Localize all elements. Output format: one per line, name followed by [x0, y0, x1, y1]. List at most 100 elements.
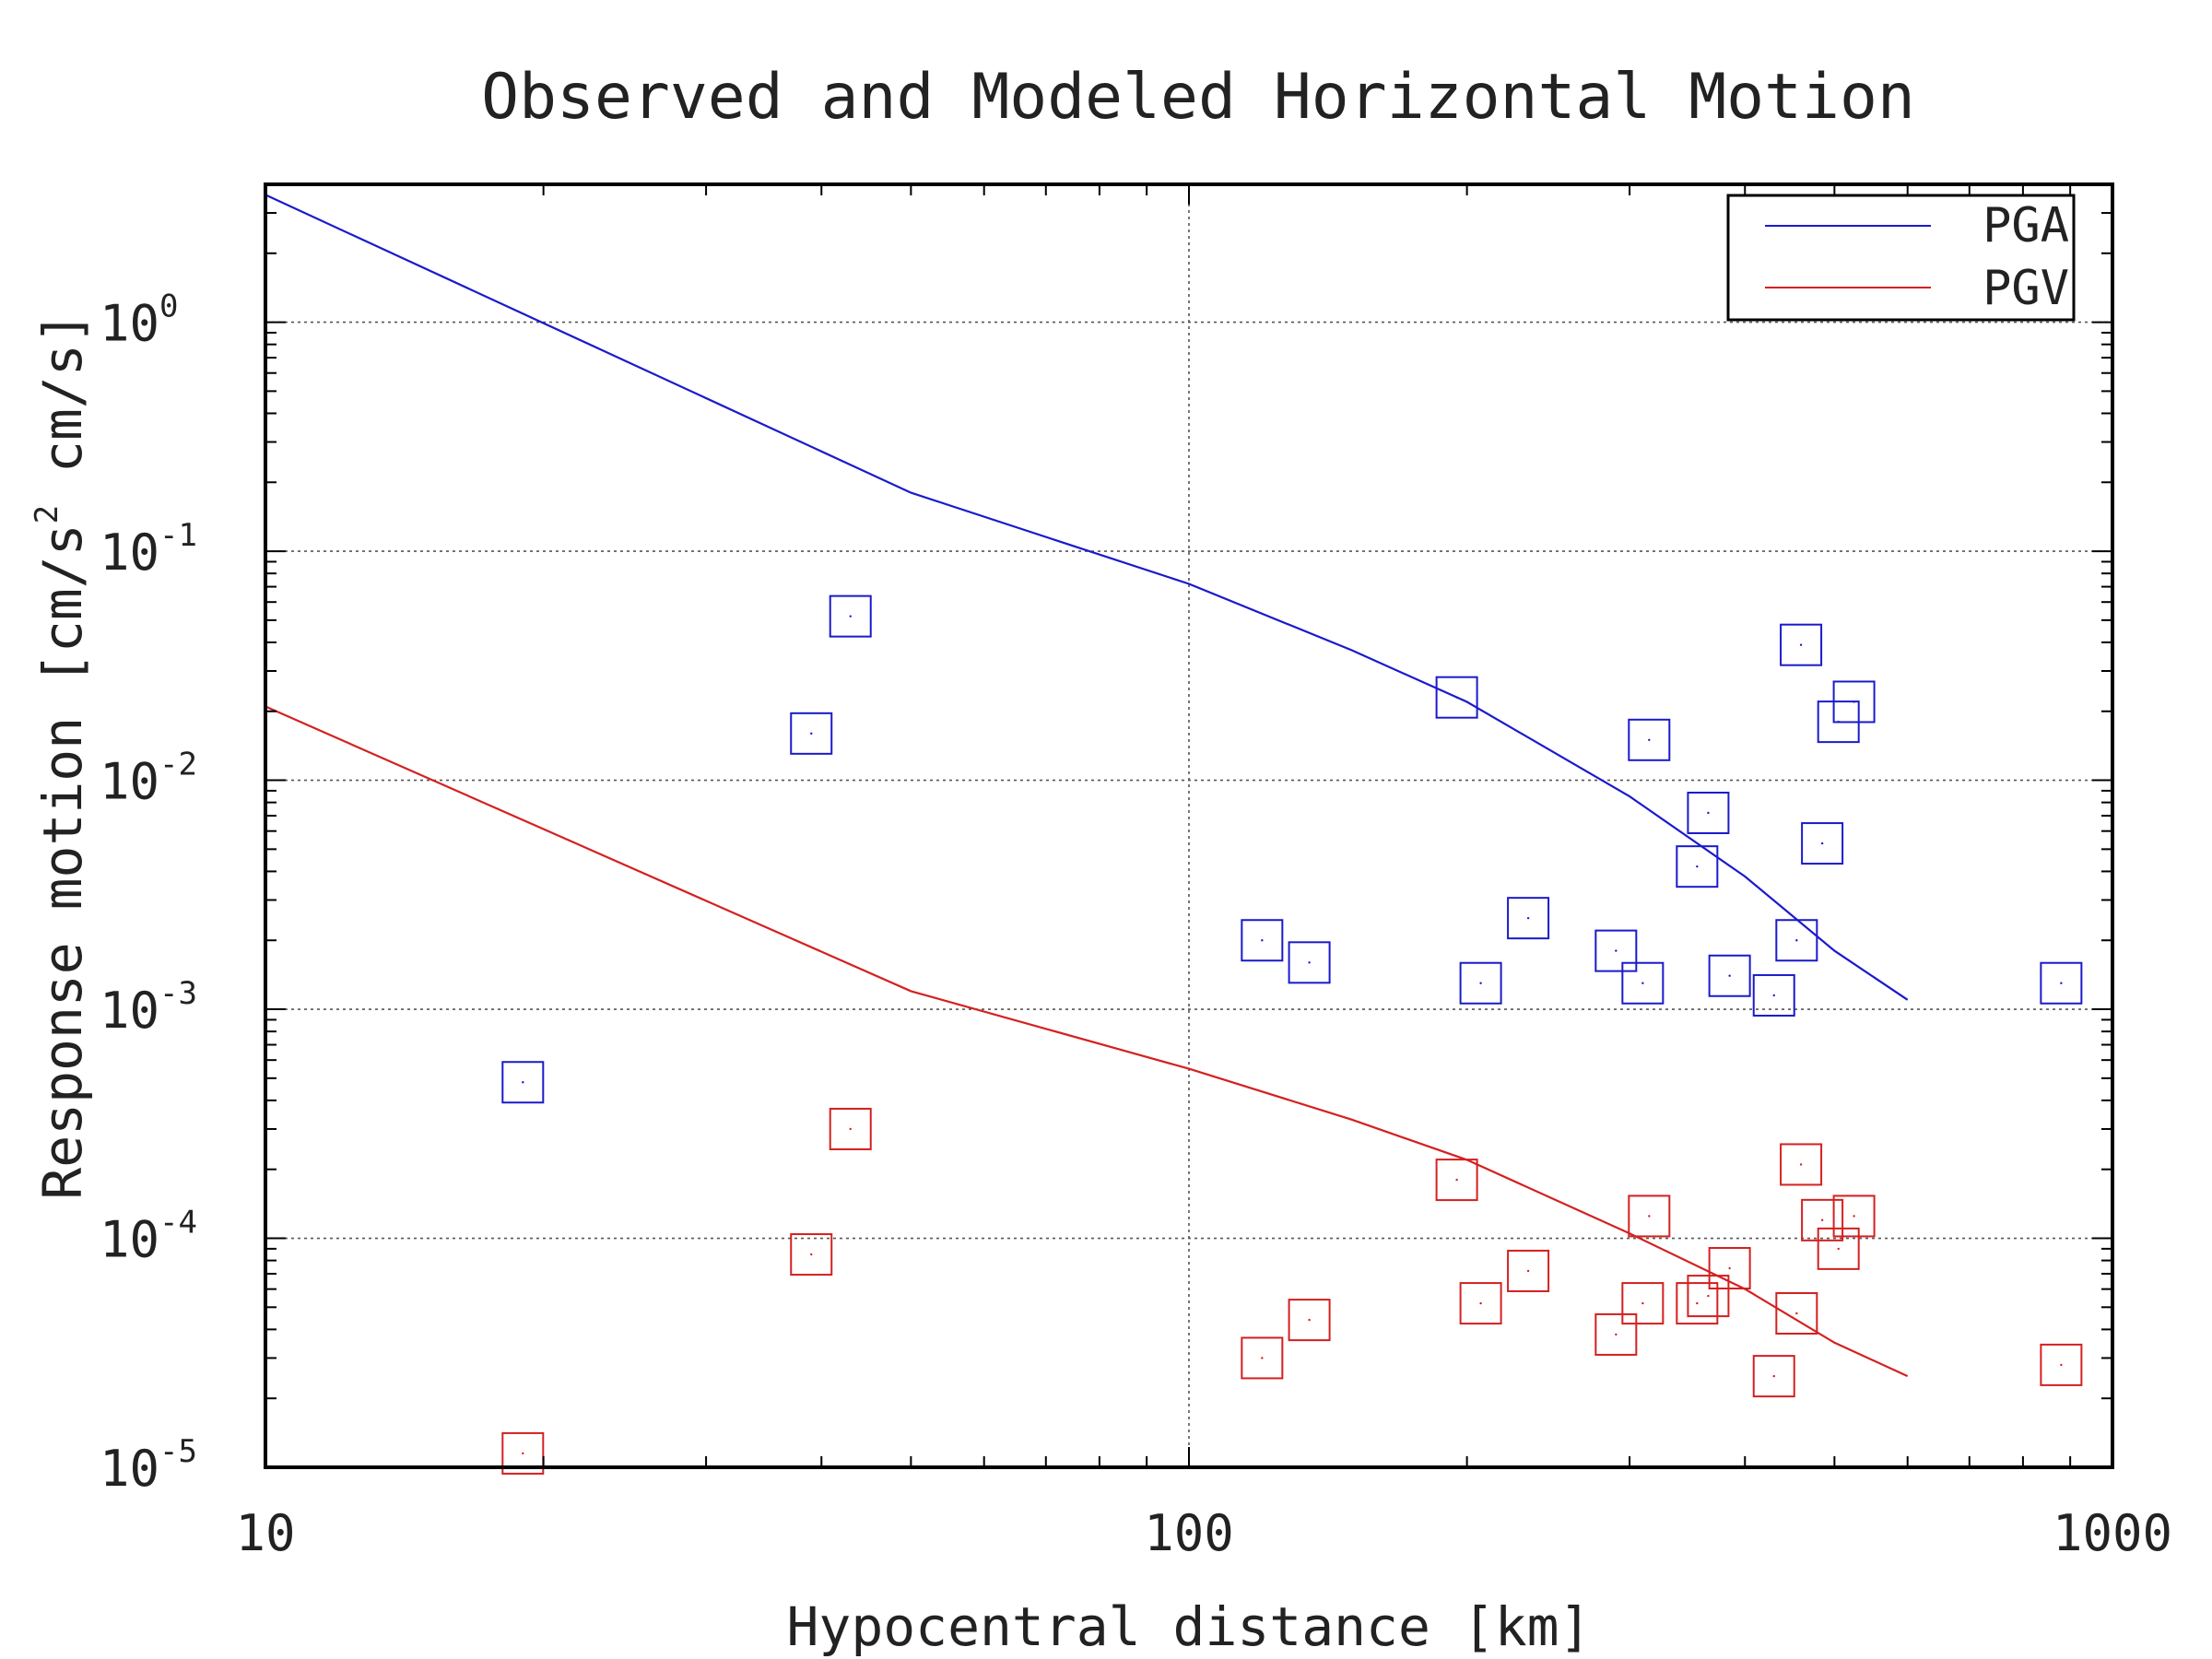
observed-point-center	[1455, 696, 1458, 699]
observed-point-center	[522, 1081, 524, 1084]
observed-point-center	[2060, 982, 2063, 984]
series-points	[501, 594, 2083, 1475]
legend-label-pgv: PGV	[1983, 261, 2069, 316]
x-tick-label: 1000	[2053, 1504, 2172, 1562]
y-tick-label-base: 10	[100, 524, 159, 582]
observed-point-center	[1853, 1215, 1855, 1218]
model-line-pgv	[265, 705, 1909, 1378]
observed-point-center	[1615, 1333, 1618, 1336]
observed-point-center	[1799, 643, 1803, 646]
observed-point-center	[1261, 939, 1264, 942]
y-tick-label-base: 10	[100, 1440, 159, 1498]
y-tick-label-base: 10	[100, 982, 159, 1040]
observed-point-pga	[790, 712, 833, 755]
observed-point-pga	[829, 594, 872, 638]
observed-point-pgv	[790, 1233, 833, 1277]
observed-point-pga	[1676, 845, 1719, 888]
observed-point-center	[849, 615, 852, 618]
observed-point-center	[1772, 1374, 1775, 1378]
observed-point-center	[1696, 865, 1699, 868]
observed-point-center	[1772, 994, 1775, 997]
observed-point-center	[1707, 811, 1710, 815]
y-tick-label-base: 10	[100, 295, 159, 353]
observed-point-pgv	[2040, 1343, 2083, 1386]
observed-point-center	[1648, 1215, 1651, 1218]
observed-point-center	[1696, 1301, 1699, 1305]
observed-point-pgv	[1801, 1198, 1844, 1241]
y-tick-label: 10-5	[100, 1433, 197, 1498]
observed-point-center	[522, 1452, 524, 1455]
observed-point-pga	[1775, 919, 1818, 962]
y-tick-label-exp: 0	[159, 288, 178, 325]
legend: PGA PGV	[1726, 194, 2076, 322]
observed-point-pgv	[1752, 1355, 1795, 1398]
y-tick-label-exp: -5	[159, 1433, 197, 1470]
observed-point-pga	[1708, 954, 1751, 997]
observed-point-pgv	[1687, 1275, 1730, 1318]
observed-point-center	[1820, 1218, 1824, 1222]
observed-point-pgv	[1628, 1194, 1671, 1238]
chart-title: Observed and Modeled Horizontal Motion	[481, 61, 1915, 134]
observed-point-center	[1641, 982, 1644, 984]
observed-point-center	[1455, 1178, 1458, 1182]
y-tick-label: 10-1	[100, 517, 197, 582]
observed-point-center	[810, 1253, 813, 1256]
observed-point-center	[1728, 1266, 1731, 1270]
y-tick-label-exp: -1	[159, 517, 197, 554]
observed-point-center	[1479, 1301, 1482, 1305]
observed-point-center	[1308, 1318, 1311, 1322]
observed-point-pga	[501, 1061, 545, 1104]
observed-point-pgv	[1621, 1282, 1665, 1325]
observed-point-pga	[1288, 941, 1331, 984]
observed-point-center	[849, 1127, 852, 1131]
observed-point-pga	[1832, 680, 1876, 724]
observed-point-center	[1799, 1163, 1803, 1166]
y-tick-label-exp: -3	[159, 975, 197, 1012]
x-tick-label: 10	[235, 1504, 295, 1562]
observed-point-center	[1308, 961, 1311, 964]
observed-point-center	[1479, 982, 1482, 984]
observed-point-pga	[1752, 973, 1795, 1017]
observed-point-pgv	[829, 1107, 872, 1150]
observed-point-pgv	[1708, 1247, 1751, 1290]
observed-point-center	[1795, 939, 1798, 942]
observed-point-pgv	[1780, 1143, 1823, 1186]
observed-point-center	[1648, 738, 1651, 742]
observed-point-pgv	[1435, 1159, 1478, 1202]
observed-point-pgv	[1817, 1227, 1860, 1270]
y-tick-label-base: 10	[100, 1211, 159, 1269]
legend-box	[1726, 194, 2076, 322]
observed-point-pgv	[1676, 1282, 1719, 1325]
observed-point-pga	[1507, 897, 1550, 940]
observed-point-pga	[1241, 919, 1284, 962]
observed-point-pgv	[1594, 1312, 1638, 1356]
observed-point-center	[1641, 1301, 1644, 1305]
observed-point-pgv	[1241, 1336, 1284, 1380]
observed-point-center	[1707, 1294, 1710, 1298]
x-axis-label: Hypocentral distance [km]	[787, 1595, 1592, 1658]
observed-point-center	[1853, 700, 1855, 703]
observed-point-pga	[1459, 961, 1502, 1005]
y-tick-label-base: 10	[100, 753, 159, 811]
y-axis-label-tail: cm/s]	[31, 312, 94, 505]
observed-point-pga	[1594, 929, 1638, 972]
observed-point-pgv	[1832, 1194, 1876, 1238]
x-tick-label: 100	[1144, 1504, 1234, 1562]
observed-point-pga	[2040, 961, 2083, 1005]
y-tick-label: 10-2	[100, 747, 197, 811]
observed-point-pga	[1435, 676, 1478, 719]
grid	[265, 184, 2112, 1468]
observed-point-center	[1837, 1247, 1840, 1251]
observed-point-center	[2060, 1363, 2063, 1367]
y-axis-label-main: Response motion [cm/s	[31, 524, 94, 1199]
observed-point-pga	[1621, 961, 1665, 1005]
y-tick-label: 10-4	[100, 1205, 197, 1269]
observed-point-pga	[1801, 822, 1844, 865]
observed-point-center	[1615, 949, 1618, 952]
observed-point-pga	[1628, 718, 1671, 761]
y-axis-label: Response motion [cm/s2 cm/s]	[29, 312, 94, 1199]
observed-point-center	[810, 732, 813, 735]
observed-point-pgv	[1775, 1291, 1818, 1335]
